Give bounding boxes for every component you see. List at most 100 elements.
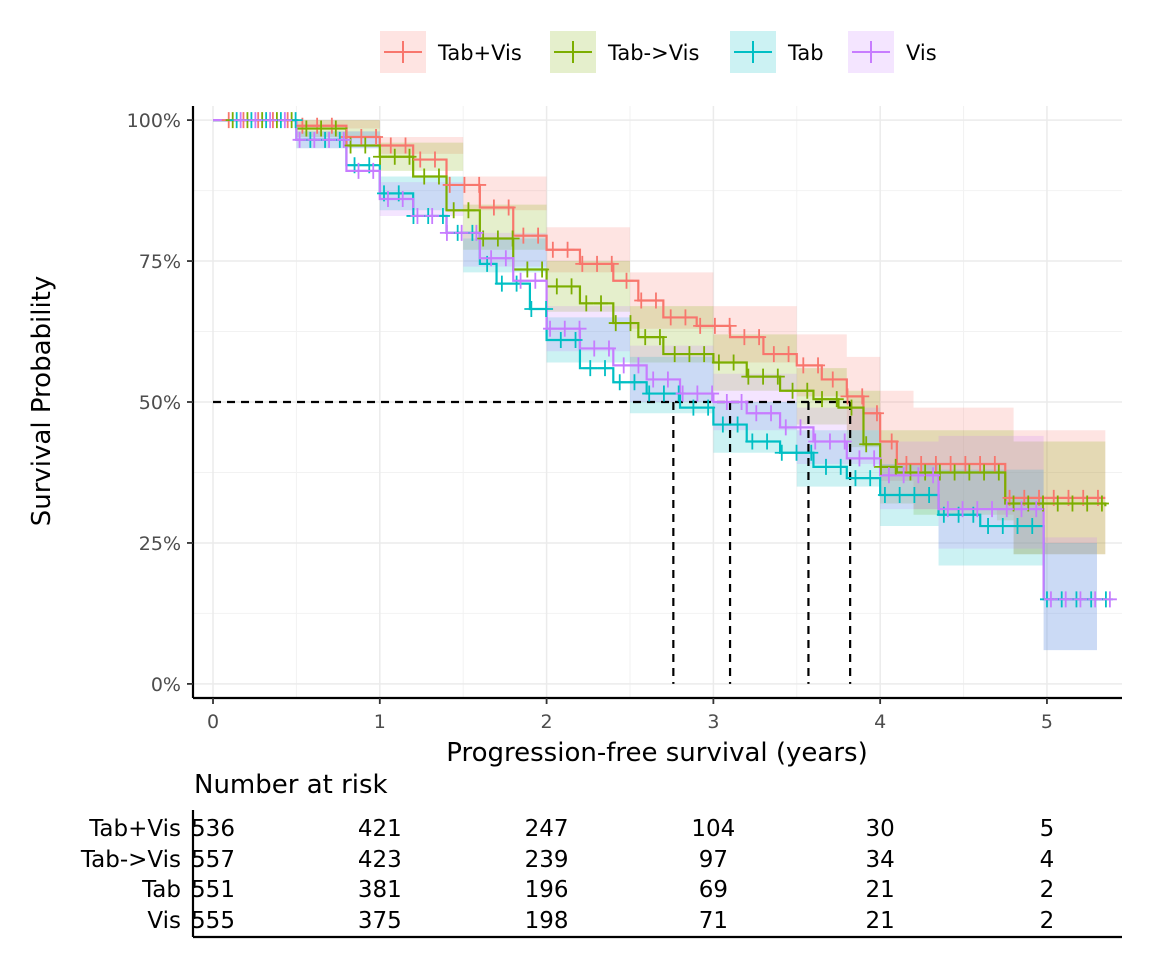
censor-mark-Tab	[1010, 518, 1025, 535]
censor-mark-Tab->Vis	[756, 368, 771, 385]
censor-mark-Vis	[454, 224, 469, 241]
censor-mark-Tab->Vis	[962, 464, 977, 481]
censor-mark-Tab	[804, 444, 819, 461]
censor-mark-Tab->Vis	[314, 120, 329, 137]
risk-row-label: Tab+Vis	[88, 816, 181, 842]
censor-mark-Vis	[498, 250, 513, 267]
censor-mark-Vis	[690, 385, 705, 402]
censor-mark-Vis	[955, 501, 970, 518]
censor-mark-Vis	[351, 162, 366, 179]
y-tick-label: 25%	[139, 533, 181, 555]
censor-mark-Vis	[292, 131, 307, 148]
censor-mark-Tab+Vis	[472, 176, 487, 193]
risk-cell: 34	[866, 847, 895, 873]
y-tick-label: 0%	[151, 674, 181, 696]
censor-mark-Tab+Vis	[442, 176, 457, 193]
censor-mark-Vis	[881, 467, 896, 484]
censor-mark-Tab+Vis	[486, 199, 501, 216]
censor-mark-Tab->Vis	[859, 436, 874, 453]
censor-mark-Tab	[612, 374, 627, 391]
censor-mark-Tab->Vis	[652, 329, 667, 346]
censor-mark-Vis	[366, 162, 381, 179]
censor-mark-Tab+Vis	[693, 317, 708, 334]
censor-mark-Vis	[322, 131, 337, 148]
censor-mark-Tab+Vis	[943, 456, 958, 473]
censor-mark-Vis	[1102, 591, 1117, 608]
censor-mark-Vis	[410, 207, 425, 224]
censor-mark-Vis	[557, 320, 572, 337]
censor-mark-Tab	[877, 487, 892, 504]
censor-mark-Tab	[774, 444, 789, 461]
censor-mark-Vis	[1014, 501, 1029, 518]
risk-cell: 423	[358, 847, 402, 873]
censor-mark-Tab+Vis	[678, 309, 693, 326]
censor-mark-Vis	[852, 450, 867, 467]
censor-mark-Vis	[940, 501, 955, 518]
censor-mark-Vis	[572, 320, 587, 337]
censor-mark-Tab->Vis	[328, 120, 343, 137]
censor-mark-Vis	[587, 340, 602, 357]
legend-label: Tab	[787, 41, 824, 65]
censor-mark-Vis	[1088, 591, 1103, 608]
confidence-bands	[213, 120, 1106, 651]
confidence-band-Vis	[213, 120, 1097, 651]
censor-mark-Tab->Vis	[667, 346, 682, 363]
censor-mark-Tab+Vis	[825, 371, 840, 388]
censor-mark-Tab+Vis	[796, 357, 811, 374]
censor-mark-Vis	[660, 371, 675, 388]
censor-mark-Vis	[867, 450, 882, 467]
confidence-band-Tab	[213, 120, 1097, 651]
censor-mark-Tab->Vis	[520, 261, 535, 278]
censor-mark-Tab+Vis	[457, 176, 472, 193]
legend-entry-Tab: Tab	[730, 31, 824, 73]
censor-mark-Tab->Vis	[800, 382, 815, 399]
censor-mark-Tab->Vis	[829, 391, 844, 408]
censor-mark-Tab->Vis	[505, 230, 520, 247]
censor-mark-Tab->Vis	[431, 168, 446, 185]
y-tick-label: 50%	[139, 392, 181, 414]
x-tick-label: 3	[707, 711, 719, 733]
censor-mark-Tab+Vis	[811, 357, 826, 374]
censor-mark-Tab	[833, 458, 848, 475]
censor-mark-Tab+Vis	[413, 151, 428, 168]
censor-mark-Vis	[999, 501, 1014, 518]
censor-mark-Tab->Vis	[446, 202, 461, 219]
censor-mark-Tab->Vis	[741, 368, 756, 385]
risk-cell: 21	[866, 908, 895, 934]
censor-mark-Vis	[926, 467, 941, 484]
censor-mark-Tab	[907, 487, 922, 504]
censor-mark-Vis	[970, 501, 985, 518]
censor-mark-Tab->Vis	[770, 368, 785, 385]
censor-mark-Vis	[793, 419, 808, 436]
censor-mark-Tab->Vis	[387, 148, 402, 165]
censor-mark-Tab	[494, 275, 509, 292]
legend-label: Tab+Vis	[437, 41, 522, 65]
censor-mark-Tab->Vis	[564, 278, 579, 295]
censor-mark-Tab->Vis	[299, 120, 314, 137]
censor-mark-Tab->Vis	[373, 148, 388, 165]
censor-mark-Tab	[642, 385, 657, 402]
risk-cell: 71	[699, 908, 728, 934]
censor-mark-Tab+Vis	[928, 456, 943, 473]
censor-mark-Tab	[715, 416, 730, 433]
censor-mark-Tab->Vis	[402, 148, 417, 165]
censor-mark-Vis	[911, 467, 926, 484]
censor-mark-Tab	[627, 374, 642, 391]
censor-mark-Vis	[616, 357, 631, 374]
censor-mark-Tab	[568, 331, 583, 348]
risk-cell: 2	[1040, 908, 1055, 934]
censor-mark-Vis	[985, 501, 1000, 518]
censor-mark-Tab+Vis	[339, 129, 354, 146]
censor-mark-Tab->Vis	[358, 137, 373, 154]
grid	[193, 106, 1122, 698]
censor-mark-Tab+Vis	[531, 227, 546, 244]
censor-mark-Tab->Vis	[1094, 495, 1109, 512]
censor-mark-Tab+Vis	[707, 317, 722, 334]
censor-mark-Tab+Vis	[383, 137, 398, 154]
censor-mark-Tab->Vis	[785, 382, 800, 399]
risk-cell: 247	[525, 816, 569, 842]
censor-mark-Tab	[524, 300, 539, 317]
censor-mark-Tab	[995, 518, 1010, 535]
censor-mark-Tab->Vis	[638, 329, 653, 346]
censor-mark-Tab->Vis	[903, 464, 918, 481]
